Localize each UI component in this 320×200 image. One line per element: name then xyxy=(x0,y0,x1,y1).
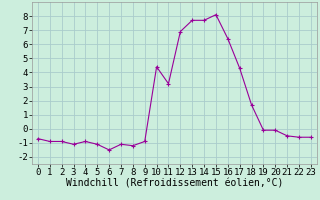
X-axis label: Windchill (Refroidissement éolien,°C): Windchill (Refroidissement éolien,°C) xyxy=(66,179,283,189)
